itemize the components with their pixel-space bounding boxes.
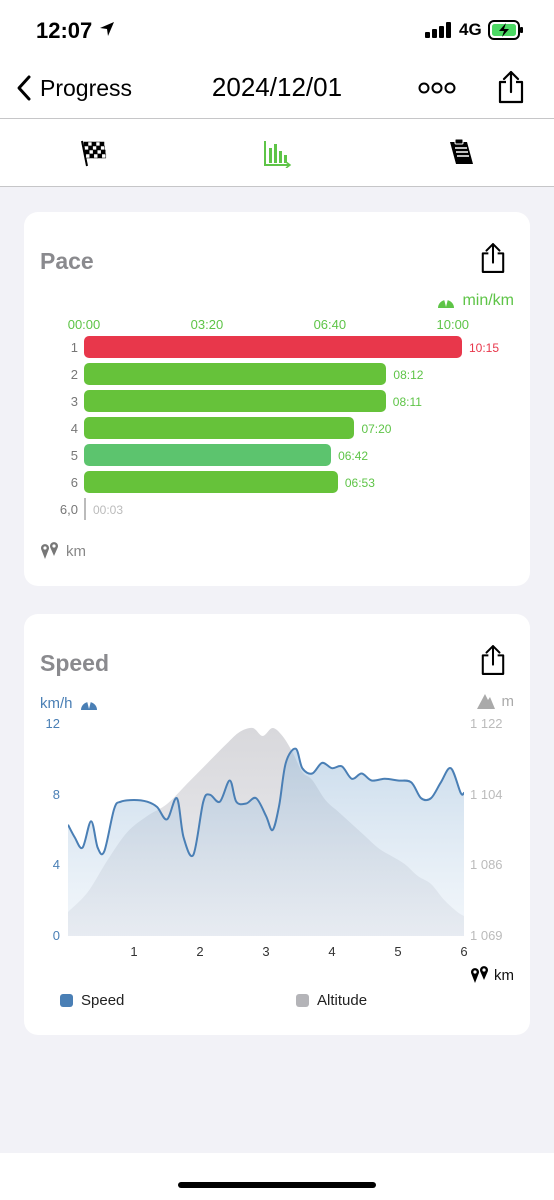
pace-x-tick: 06:40	[313, 317, 347, 332]
speed-card: Speed km/h m 0 4 8 12 1 069 1 086 1 104 1 122 1…	[24, 614, 530, 1035]
speed-line	[68, 747, 464, 858]
pace-bar-value: 07:20	[361, 422, 392, 436]
pace-x-tick: 03:20	[190, 317, 224, 332]
network-type: 4G	[459, 20, 482, 39]
status-time: 12:07	[36, 18, 93, 43]
home-area	[0, 1153, 554, 1200]
altitude-y-tick: 1 069	[470, 928, 503, 943]
speedometer-icon	[80, 701, 97, 710]
speed-title: Speed	[40, 650, 110, 676]
back-button[interactable]: Progress	[16, 74, 132, 102]
status-bar: 12:07 4G	[0, 0, 554, 60]
top-bar: 12:07 4G Progress 2024/12/01	[0, 0, 554, 187]
pace-row-label: 4	[70, 421, 78, 436]
altitude-y-tick: 1 122	[470, 716, 503, 731]
speedometer-icon	[438, 299, 455, 308]
altitude-y-tick: 1 086	[470, 857, 503, 873]
speed-x-tick: 4	[328, 944, 336, 959]
pace-distance-unit-label: km	[66, 542, 86, 560]
pace-bar	[84, 471, 338, 493]
pace-row-label: 5	[70, 448, 78, 463]
legend-speed-label: Speed	[81, 992, 125, 1009]
tab-finish-flag-icon[interactable]	[78, 138, 108, 168]
altitude-y-tick: 1 104	[470, 786, 503, 802]
pace-bar-value: 00:03	[93, 503, 124, 517]
tabs-divider	[0, 186, 554, 187]
chevron-left-icon	[17, 75, 31, 101]
home-indicator[interactable]	[178, 1182, 376, 1188]
more-options-icon[interactable]	[418, 80, 456, 96]
pace-x-tick: 00:00	[67, 317, 101, 332]
pace-bar-value: 10:15	[469, 341, 500, 355]
pace-bar	[84, 390, 386, 412]
speed-distance-unit-label: km	[494, 966, 514, 984]
legend-speed: Speed	[60, 992, 124, 1009]
speed-y-tick: 4	[52, 857, 60, 873]
altitude-unit-label: m	[501, 692, 515, 710]
pace-bar-value: 06:53	[344, 476, 375, 490]
location-pin-icon	[471, 966, 488, 983]
pace-bar-value: 08:11	[392, 395, 422, 409]
legend-speed-swatch	[60, 994, 73, 1007]
pace-bar-value: 06:42	[338, 449, 369, 463]
pace-bar	[84, 444, 332, 466]
speed-y-tick: 8	[52, 786, 60, 802]
pace-share-icon[interactable]	[480, 242, 506, 274]
speed-share-icon[interactable]	[480, 644, 506, 676]
speed-x-tick: 6	[460, 944, 468, 959]
pace-row-label: 6,0	[59, 502, 78, 517]
speed-x-tick: 2	[196, 944, 204, 959]
legend-altitude-label: Altitude	[317, 992, 368, 1009]
pace-distance-unit: km	[40, 542, 86, 560]
altitude-unit: m	[476, 692, 515, 710]
pace-title: Pace	[40, 248, 94, 274]
cellular-signal-icon	[425, 22, 451, 38]
pace-bar-value: 08:12	[393, 368, 424, 382]
speed-unit-label: km/h	[40, 694, 73, 712]
location-arrow-icon	[100, 22, 114, 36]
legend-altitude: Altitude	[296, 992, 367, 1009]
back-label: Progress	[40, 74, 133, 101]
nav-divider	[0, 118, 554, 119]
battery-charging-icon	[488, 20, 523, 40]
pace-row-label: 3	[70, 394, 78, 409]
pace-bar	[84, 498, 86, 520]
pace-row-label: 6	[70, 475, 78, 490]
mountain-icon	[476, 694, 495, 709]
speed-x-tick: 5	[394, 944, 402, 959]
pace-unit-label: min/km	[462, 292, 514, 309]
speed-chart	[68, 727, 464, 936]
location-pin-icon	[41, 542, 58, 559]
share-icon[interactable]	[497, 70, 525, 104]
pace-bar	[84, 336, 462, 358]
tab-chart-icon[interactable]	[262, 138, 292, 168]
legend-altitude-swatch	[296, 994, 309, 1007]
speed-y-tick: 0	[52, 928, 60, 943]
speed-x-tick: 3	[262, 944, 270, 959]
pace-row-label: 2	[70, 367, 78, 382]
tab-notes-icon[interactable]	[446, 138, 476, 168]
speed-unit: km/h	[40, 694, 99, 712]
speed-area	[68, 748, 464, 936]
pace-row-label: 1	[70, 340, 78, 355]
pace-unit: min/km	[436, 292, 514, 310]
pace-bar	[84, 417, 355, 439]
speed-distance-unit: km	[470, 966, 514, 984]
speed-y-tick: 12	[45, 716, 60, 731]
pace-card: Pace min/km 00:00 03:20 06:40 10:00 1 10:15 2…	[24, 212, 530, 586]
pace-x-tick: 10:00	[436, 317, 470, 332]
speed-x-tick: 1	[130, 944, 138, 959]
pace-bar	[84, 363, 387, 385]
